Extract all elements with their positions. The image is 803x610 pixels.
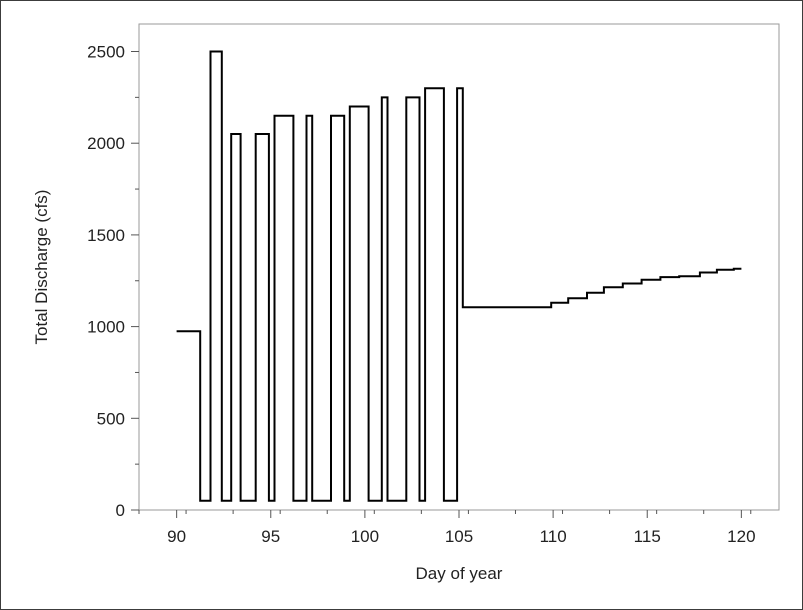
y-axis-title: Total Discharge (cfs) [32, 190, 51, 345]
y-axis: 0 500 1000 1500 2000 2500 [87, 43, 139, 520]
x-tick-label: 110 [540, 527, 567, 546]
y-tick-label: 2000 [87, 134, 125, 153]
plot-area-border [138, 23, 780, 511]
y-tick-label: 1500 [87, 226, 125, 245]
x-tick-label: 105 [445, 527, 473, 546]
x-axis: 90 95 100 105 110 115 120 [138, 510, 756, 546]
x-tick-label: 115 [634, 527, 661, 546]
x-tick-label: 100 [351, 527, 379, 546]
y-tick-label: 500 [97, 409, 125, 428]
x-tick-label: 90 [167, 527, 186, 546]
series-layer [176, 50, 742, 502]
y-tick-label: 2500 [87, 43, 125, 62]
x-tick-label: 95 [261, 527, 280, 546]
y-tick-label: 1000 [87, 318, 125, 337]
x-axis-title: Day of year [416, 564, 503, 583]
discharge-series-line [176, 50, 742, 502]
y-tick-label: 0 [116, 501, 125, 520]
x-tick-label: 120 [727, 527, 755, 546]
